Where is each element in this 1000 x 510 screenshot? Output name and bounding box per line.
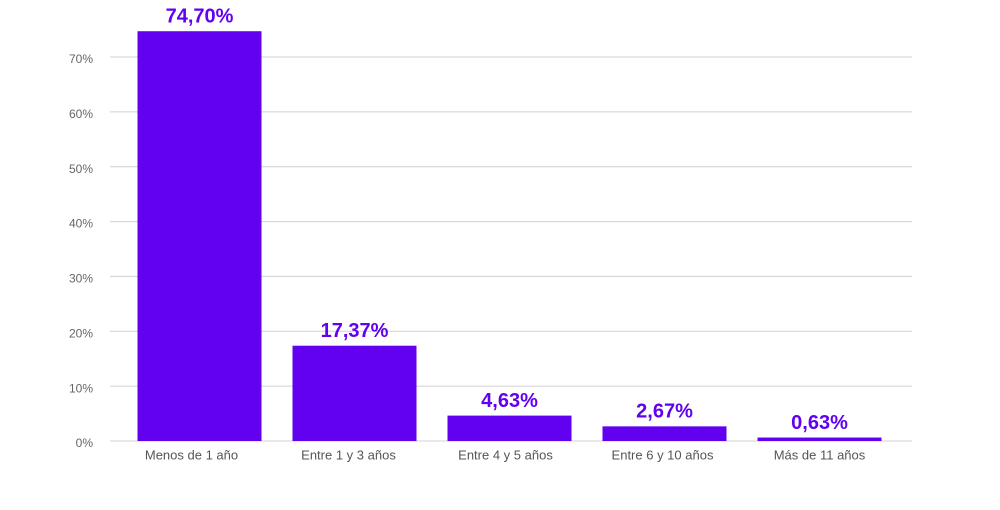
value-label: 17,37%	[321, 320, 389, 342]
y-tick-label: 20%	[69, 326, 93, 340]
x-tick-label: Entre 1 y 3 años	[301, 447, 396, 462]
y-tick-label: 40%	[69, 217, 93, 231]
y-tick-label: 60%	[69, 107, 93, 121]
bar	[757, 437, 882, 441]
x-tick-label: Entre 4 y 5 años	[458, 447, 553, 462]
bar	[447, 415, 572, 441]
y-tick-label: 0%	[76, 436, 94, 450]
x-tick-label: Menos de 1 año	[145, 447, 238, 462]
y-tick-label: 10%	[69, 381, 93, 395]
bar	[292, 345, 417, 441]
x-tick-label: Entre 6 y 10 años	[612, 447, 714, 462]
value-label: 0,63%	[791, 412, 848, 434]
y-tick-label: 50%	[69, 162, 93, 176]
value-label: 74,70%	[166, 5, 234, 27]
y-tick-label: 70%	[69, 52, 93, 66]
bar	[602, 426, 727, 441]
bar	[137, 31, 262, 442]
value-label: 4,63%	[481, 390, 538, 412]
value-label: 2,67%	[636, 401, 693, 423]
x-tick-label: Más de 11 años	[774, 447, 866, 462]
y-tick-label: 30%	[69, 272, 93, 286]
